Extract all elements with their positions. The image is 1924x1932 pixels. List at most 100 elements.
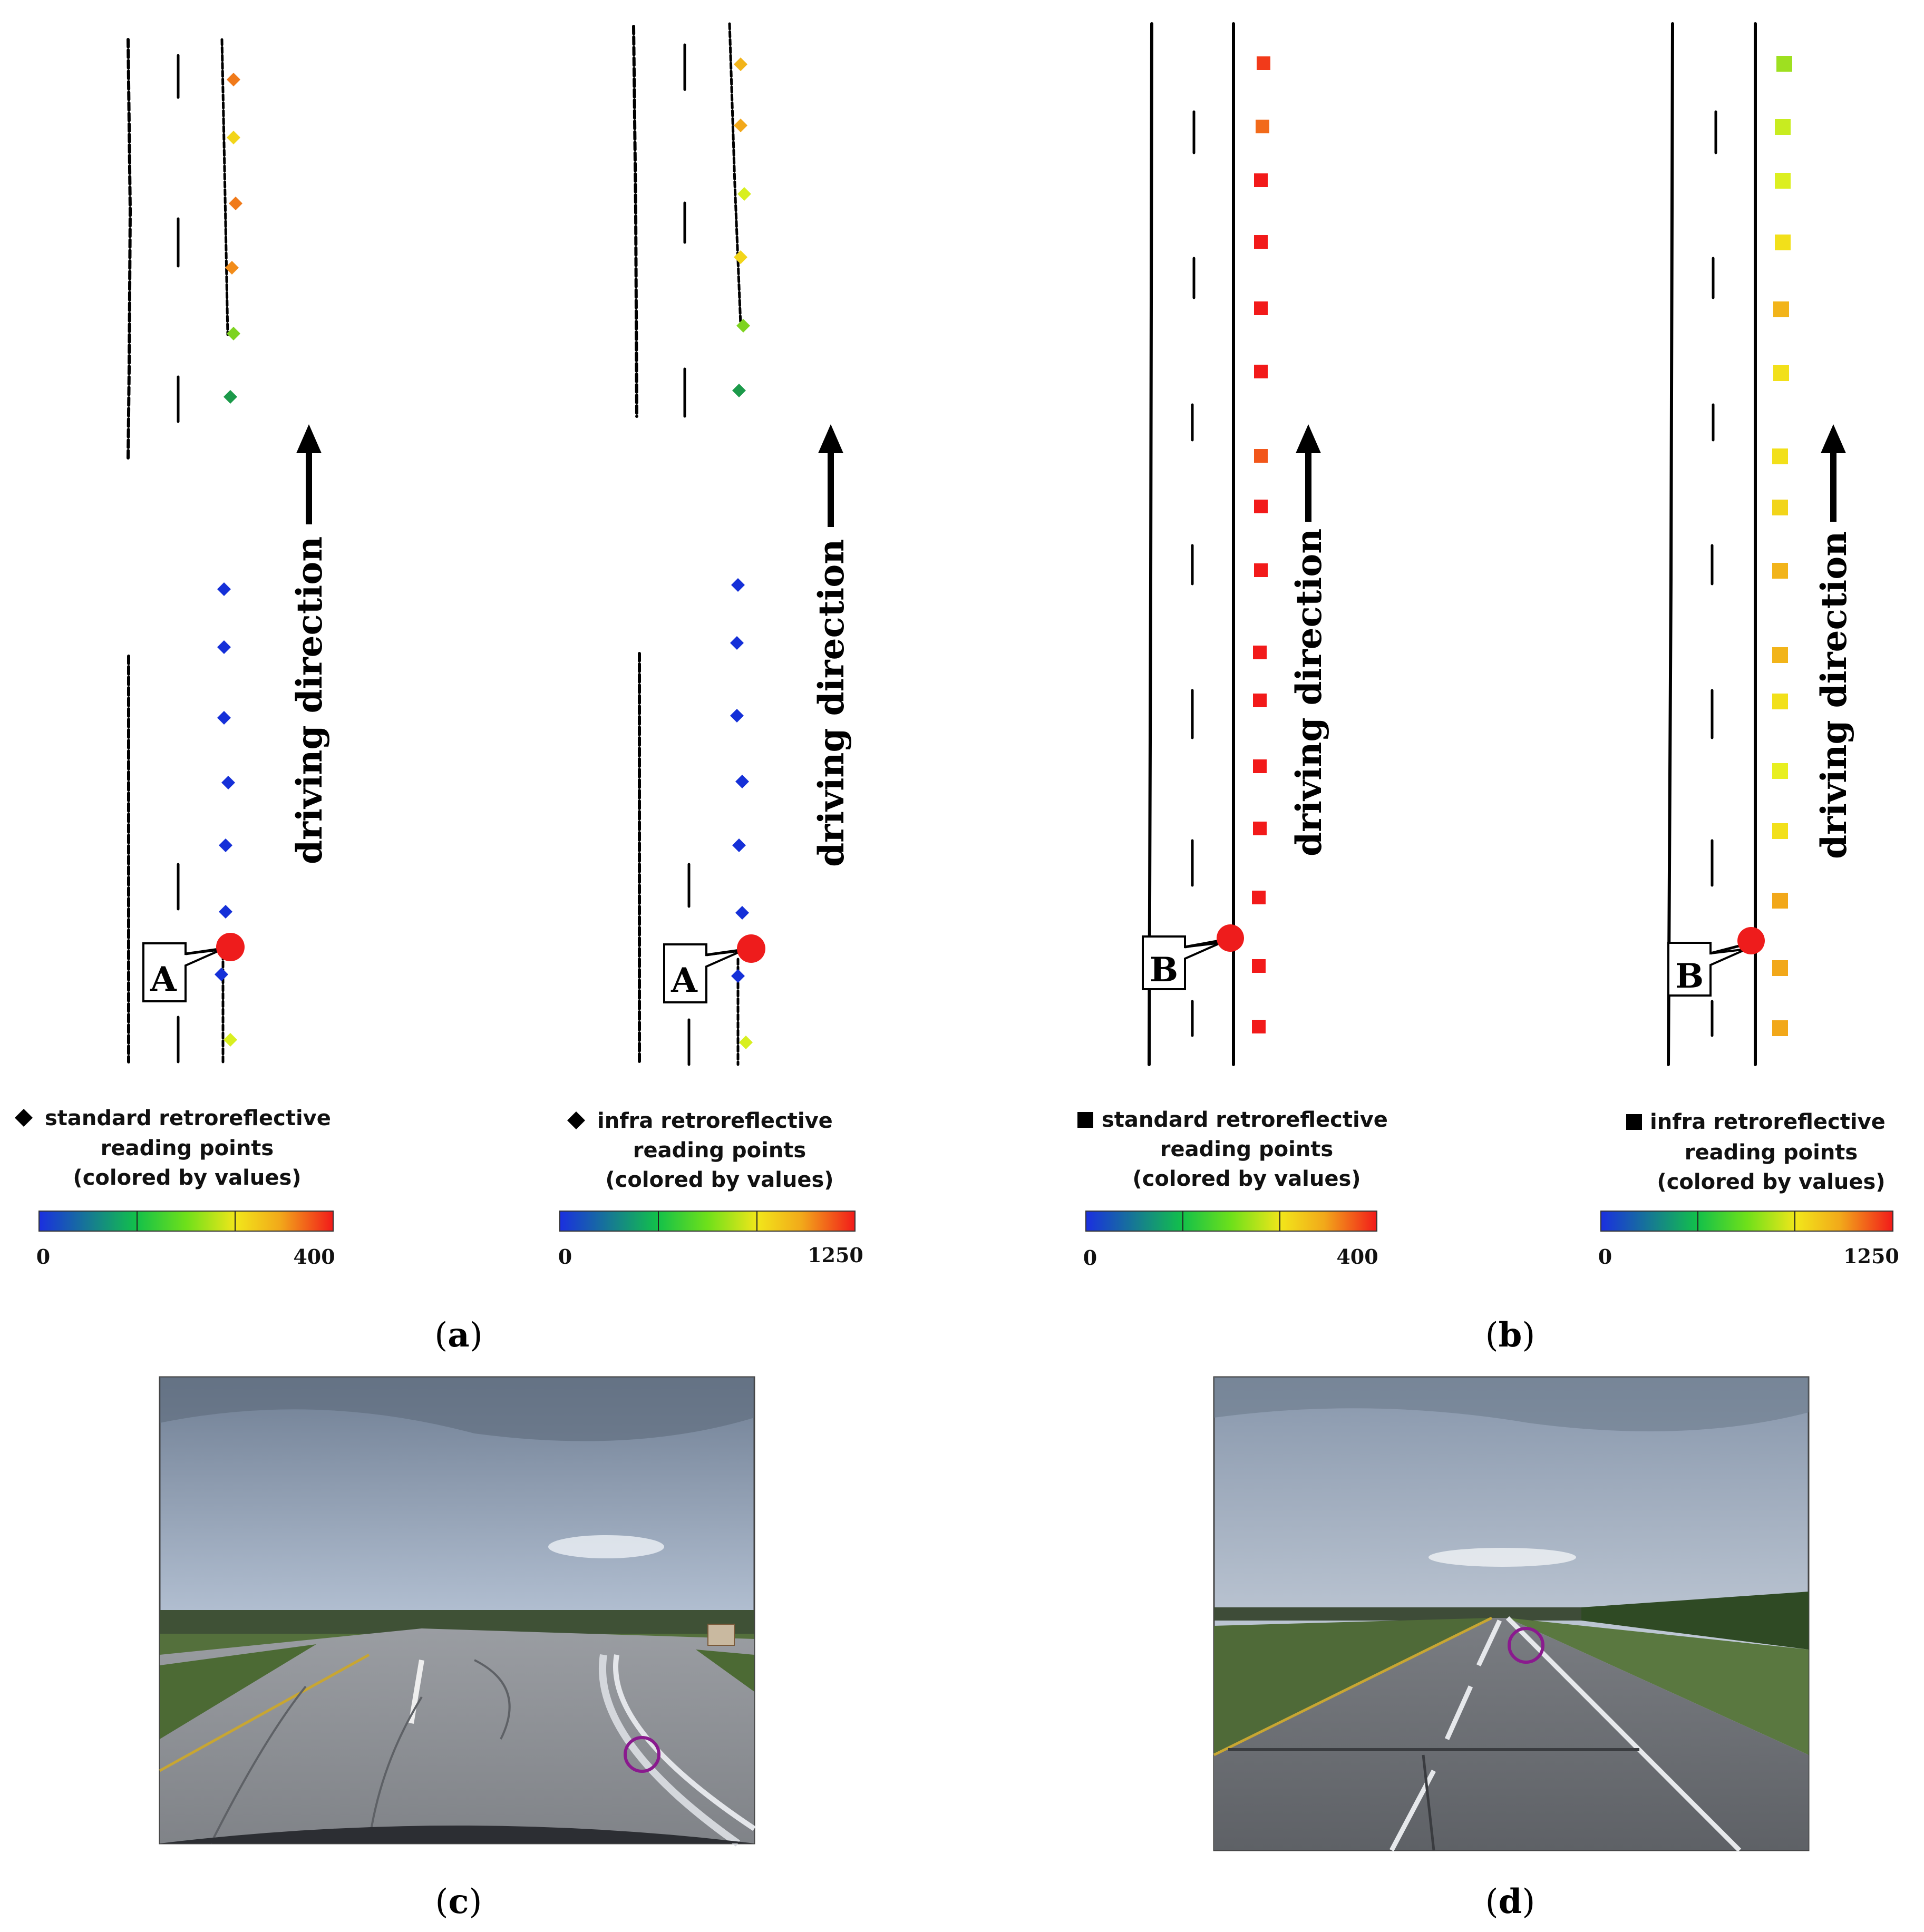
arrow-head [1821,424,1846,453]
reading-point [217,640,231,654]
scale-max: 1250 [808,1243,863,1267]
panel-b-infra: B driving direction infra retroreflectiv… [1598,22,1899,1269]
legend: infra retroreflective reading points (co… [1598,1110,1899,1269]
reading-points [215,73,242,1047]
legend-marker-icon [1077,1112,1093,1128]
point-callout: A [663,934,765,1003]
caption-letter: a [448,1315,469,1355]
reading-point [217,711,231,725]
direction-label: driving direction [289,536,330,864]
reading-point [215,968,228,981]
reading-point [739,1036,753,1049]
reading-points [1252,56,1270,1033]
road-photo-c [159,1376,756,1847]
reading-point [731,969,745,983]
caption-letter: b [1499,1315,1522,1355]
scale-min: 0 [1598,1245,1612,1269]
reading-point [1254,449,1268,463]
reading-point [1772,563,1788,579]
lane-lines [1667,22,1757,1066]
reading-point [1253,822,1267,835]
reading-point [737,187,751,201]
reading-point [224,1033,237,1047]
direction-label: driving direction [1288,529,1329,856]
callout-letter: B [1150,950,1178,990]
legend-line: infra retroreflective [1650,1110,1886,1134]
legend: standard retroreflective reading points … [15,1106,335,1269]
scale-min: 0 [558,1245,572,1269]
legend-line: infra retroreflective [597,1109,833,1133]
reading-point [219,905,232,919]
caption-a: (a) [434,1315,482,1355]
reading-point [1252,891,1266,904]
arrow-head [1296,424,1321,453]
reading-point [1254,173,1268,187]
callout-box [663,943,743,1003]
reading-point [1256,120,1269,133]
reading-point [736,319,750,333]
reading-point [1772,763,1788,779]
legend-line: reading points [101,1136,274,1160]
reading-point [732,838,746,852]
point-callout: A [142,933,245,1002]
legend: infra retroreflective reading points (co… [558,1109,863,1269]
lane-edge-line [220,38,229,336]
legend-marker-icon [567,1111,585,1129]
road-photo-d [1213,1376,1810,1852]
callout-letter: A [150,960,177,999]
color-scale-bar [1600,1211,1893,1232]
reading-point [229,197,242,210]
callout-box [142,942,222,1002]
reading-point [1254,563,1268,577]
legend-marker-icon [1626,1114,1642,1130]
direction-arrow: driving direction [811,424,852,867]
reading-point [1772,500,1788,515]
reading-point [1775,173,1791,189]
reading-point [735,775,749,788]
reading-point [224,390,237,404]
direction-arrow: driving direction [289,424,330,864]
reading-point [1253,646,1267,659]
panel-a-infra: A driving direction infra retroreflectiv… [558,22,863,1269]
reading-point [227,327,240,340]
reading-point [221,776,235,789]
callout-box [1667,942,1747,997]
caption-c: (c) [435,1882,482,1921]
reading-point [1776,56,1792,72]
legend-line: (colored by values) [605,1168,833,1192]
scale-min: 0 [36,1245,50,1269]
scale-max: 400 [293,1245,335,1269]
reading-point [217,582,231,596]
reading-point [219,838,232,852]
lane-edge-line [728,22,742,326]
reading-point [1253,759,1267,773]
reading-point [734,250,747,264]
reading-point [225,261,239,275]
callout-point [216,933,245,961]
callout-box [1142,935,1221,990]
legend-marker-icon [15,1109,33,1127]
legend-line: (colored by values) [1657,1170,1885,1194]
reading-points [1772,56,1792,1036]
scale-max: 400 [1336,1245,1378,1269]
highlight-circle [1508,1627,1544,1664]
callout-point [1217,924,1244,952]
reading-point [730,709,744,723]
caption-letter: c [449,1882,469,1921]
lane-edge-line [1148,22,1153,1066]
callout-point [737,934,765,963]
arrow-head [818,424,843,453]
legend-line: (colored by values) [73,1166,301,1190]
reading-point [1252,959,1266,973]
direction-label: driving direction [1813,531,1854,859]
panel-b-standard: B driving direction standard retroreflec… [1077,22,1388,1270]
reading-point [734,57,747,71]
reading-point [1253,694,1267,707]
reading-point [732,384,746,397]
reading-point [731,578,745,592]
point-callout: B [1142,924,1244,990]
direction-arrow: driving direction [1288,424,1329,856]
reading-point [735,906,749,920]
reading-point [1252,1020,1266,1033]
caption-d: (d) [1485,1882,1536,1921]
